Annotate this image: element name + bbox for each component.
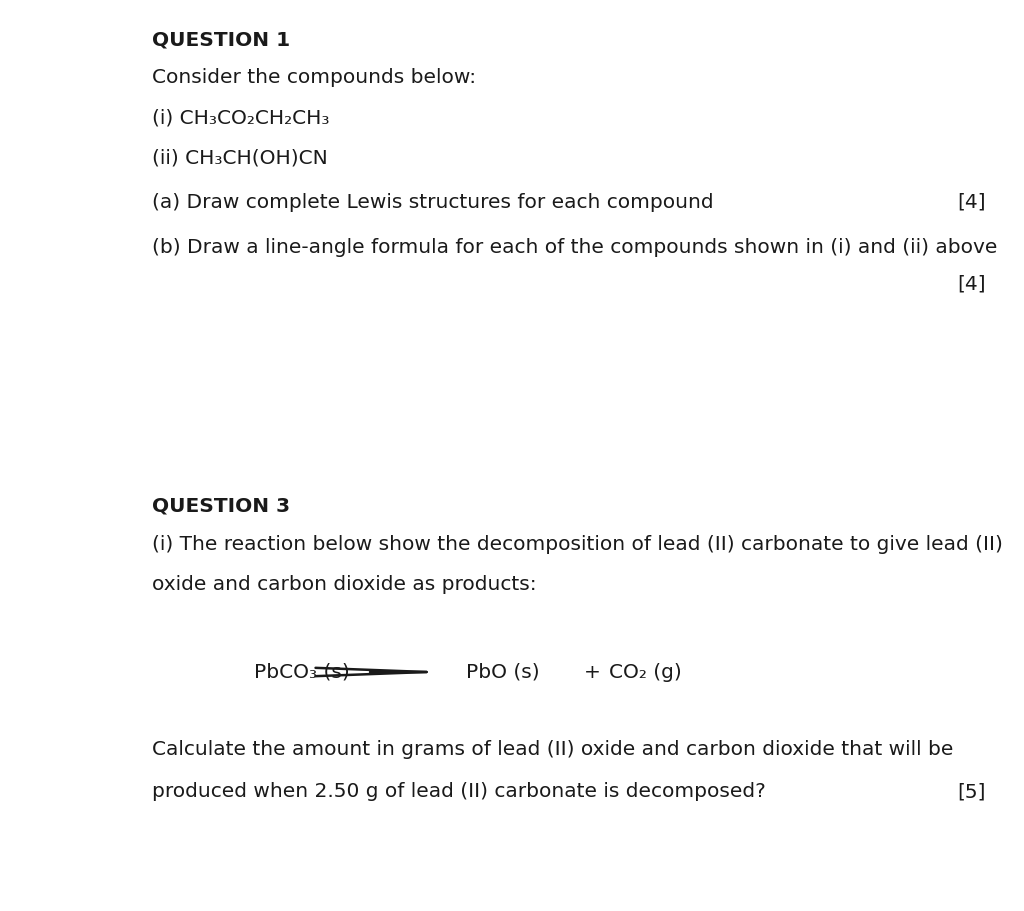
Text: oxide and carbon dioxide as products:: oxide and carbon dioxide as products: bbox=[152, 575, 537, 594]
Text: QUESTION 1: QUESTION 1 bbox=[152, 30, 290, 49]
Text: PbO (s): PbO (s) bbox=[466, 662, 540, 681]
Text: (b) Draw a line-angle formula for each of the compounds shown in (i) and (ii) ab: (b) Draw a line-angle formula for each o… bbox=[152, 238, 997, 257]
Text: (i) The reaction below show the decomposition of lead (II) carbonate to give lea: (i) The reaction below show the decompos… bbox=[152, 535, 1002, 554]
Text: [5]: [5] bbox=[957, 782, 986, 801]
Text: [4]: [4] bbox=[957, 275, 986, 294]
Text: produced when 2.50 g of lead (II) carbonate is decomposed?: produced when 2.50 g of lead (II) carbon… bbox=[152, 782, 765, 801]
Text: Calculate the amount in grams of lead (II) oxide and carbon dioxide that will be: Calculate the amount in grams of lead (I… bbox=[152, 740, 953, 759]
Text: QUESTION 3: QUESTION 3 bbox=[152, 497, 290, 516]
Text: CO₂ (g): CO₂ (g) bbox=[609, 662, 682, 681]
Text: (ii) CH₃CH(OH)CN: (ii) CH₃CH(OH)CN bbox=[152, 148, 328, 167]
Text: PbCO₃ (s): PbCO₃ (s) bbox=[254, 662, 350, 681]
Text: +: + bbox=[584, 662, 600, 681]
Text: (a) Draw complete Lewis structures for each compound: (a) Draw complete Lewis structures for e… bbox=[152, 193, 713, 212]
Text: [4]: [4] bbox=[957, 193, 986, 212]
Text: Consider the compounds below:: Consider the compounds below: bbox=[152, 68, 476, 87]
Text: (i) CH₃CO₂CH₂CH₃: (i) CH₃CO₂CH₂CH₃ bbox=[152, 108, 329, 127]
